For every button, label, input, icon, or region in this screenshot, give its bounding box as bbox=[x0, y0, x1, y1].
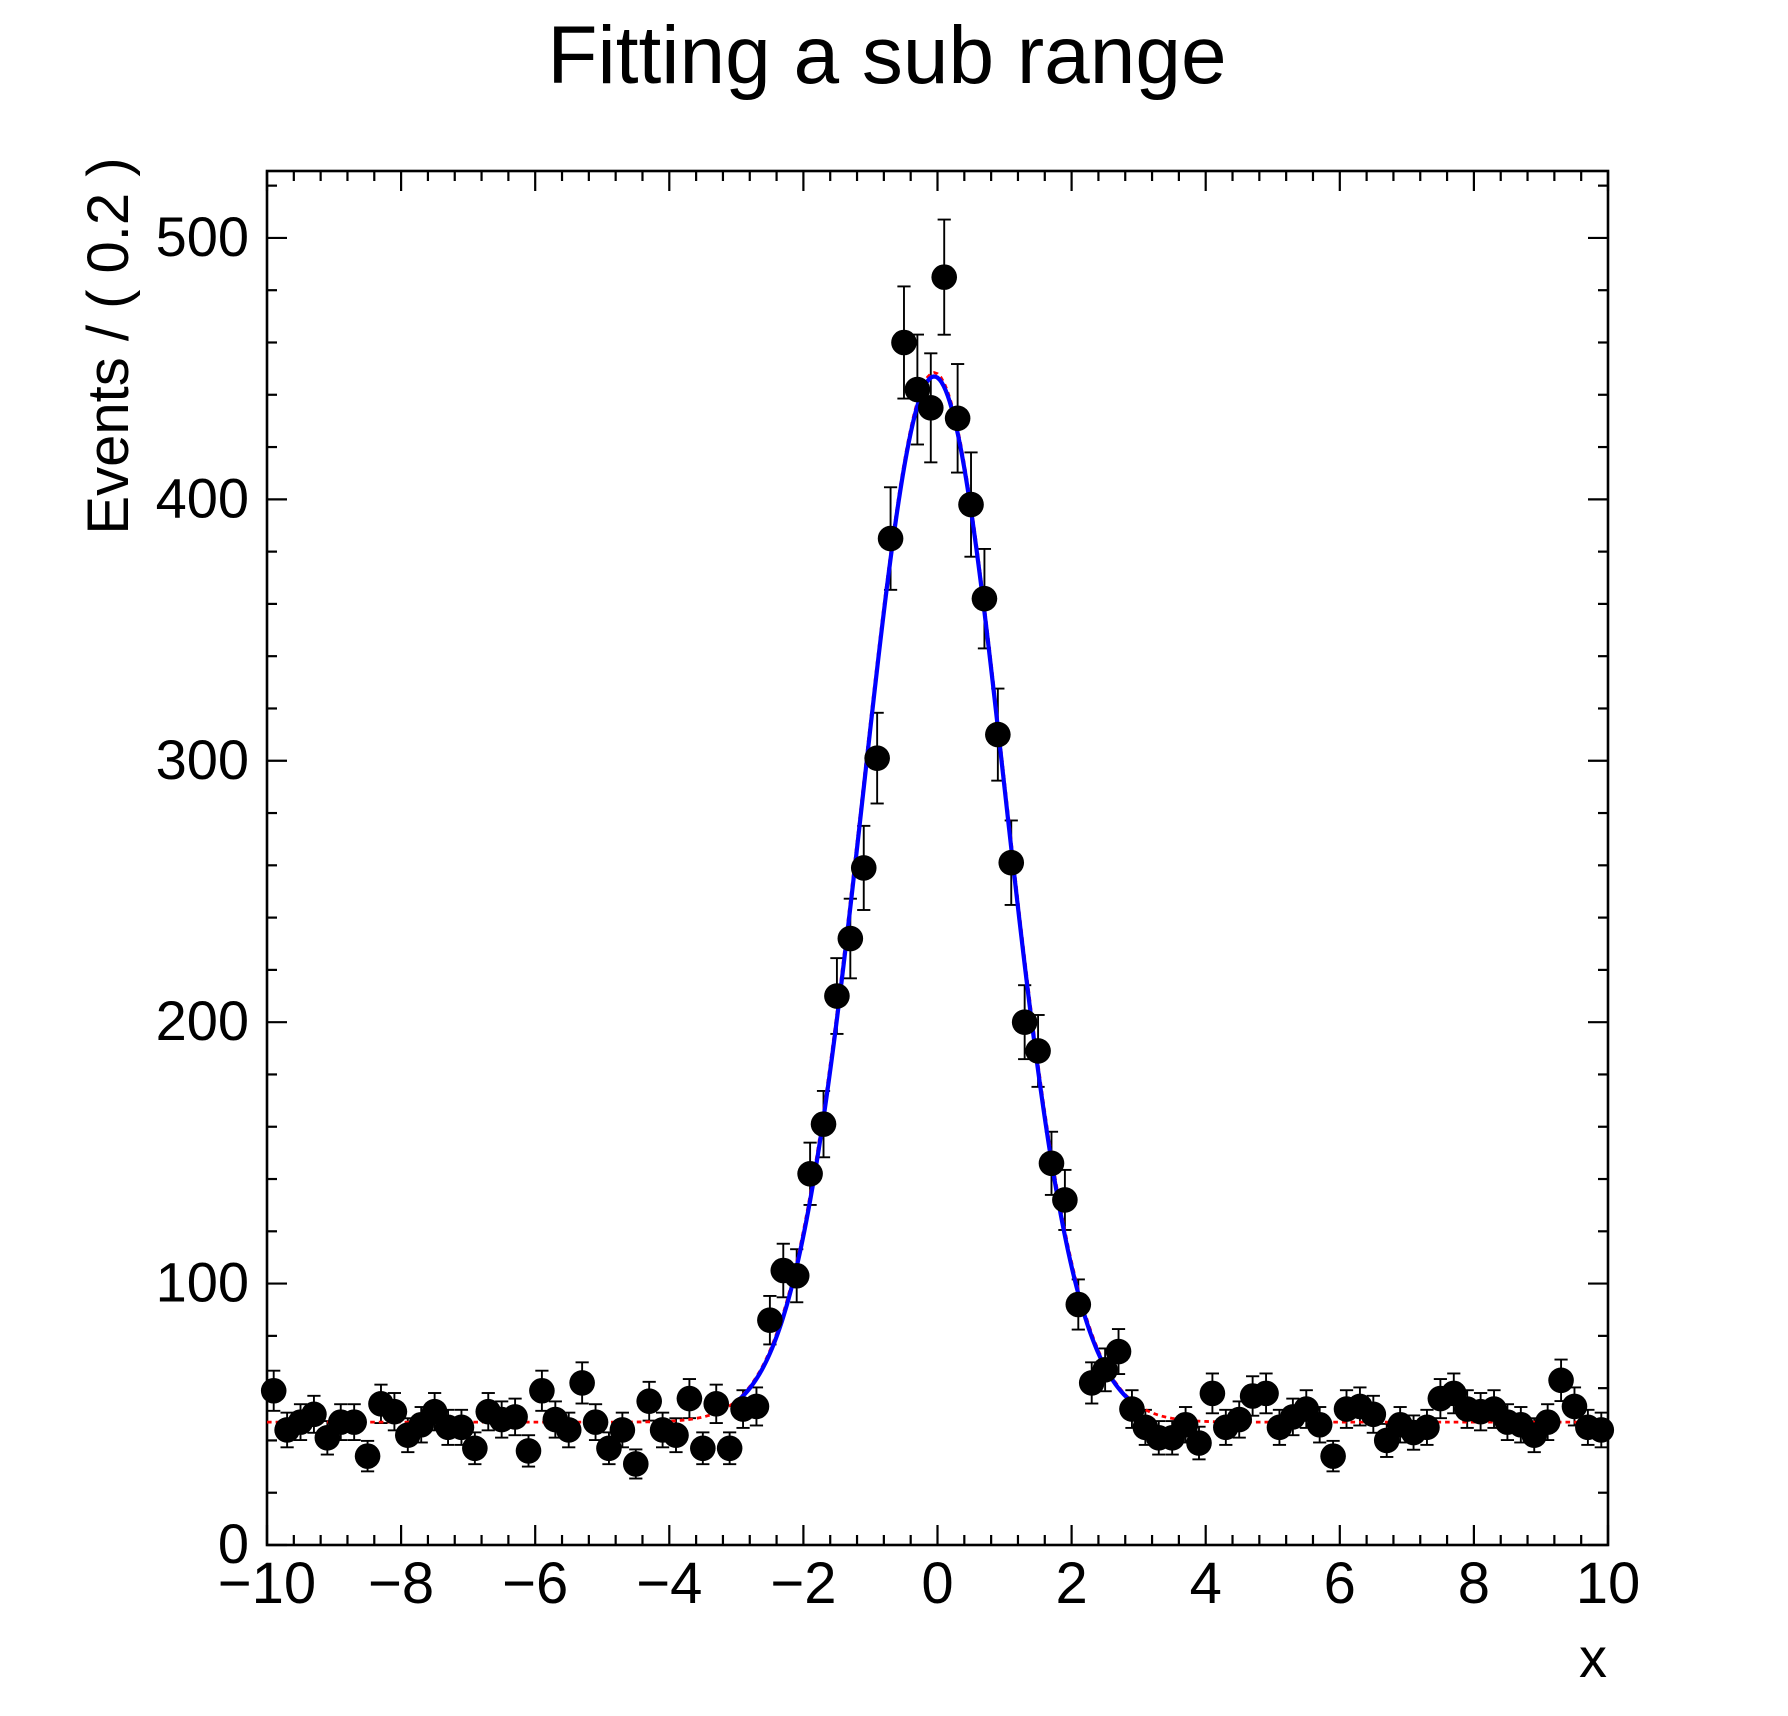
svg-text:100: 100 bbox=[156, 1251, 249, 1314]
svg-text:2: 2 bbox=[1055, 1551, 1087, 1616]
svg-text:−2: −2 bbox=[770, 1551, 836, 1616]
svg-text:6: 6 bbox=[1324, 1551, 1356, 1616]
svg-text:10: 10 bbox=[1576, 1551, 1641, 1616]
svg-text:Events / ( 0.2 ): Events / ( 0.2 ) bbox=[76, 157, 141, 534]
svg-text:−4: −4 bbox=[636, 1551, 702, 1616]
svg-text:x: x bbox=[1579, 1626, 1607, 1689]
svg-text:0: 0 bbox=[921, 1551, 953, 1616]
svg-text:300: 300 bbox=[156, 728, 249, 791]
svg-text:Fitting a sub range: Fitting a sub range bbox=[547, 10, 1226, 101]
svg-text:4: 4 bbox=[1190, 1551, 1222, 1616]
svg-text:−6: −6 bbox=[502, 1551, 568, 1616]
svg-text:−8: −8 bbox=[368, 1551, 434, 1616]
svg-text:8: 8 bbox=[1458, 1551, 1490, 1616]
svg-text:0: 0 bbox=[218, 1512, 249, 1575]
svg-text:400: 400 bbox=[156, 466, 249, 529]
svg-text:200: 200 bbox=[156, 989, 249, 1052]
svg-text:500: 500 bbox=[156, 205, 249, 268]
